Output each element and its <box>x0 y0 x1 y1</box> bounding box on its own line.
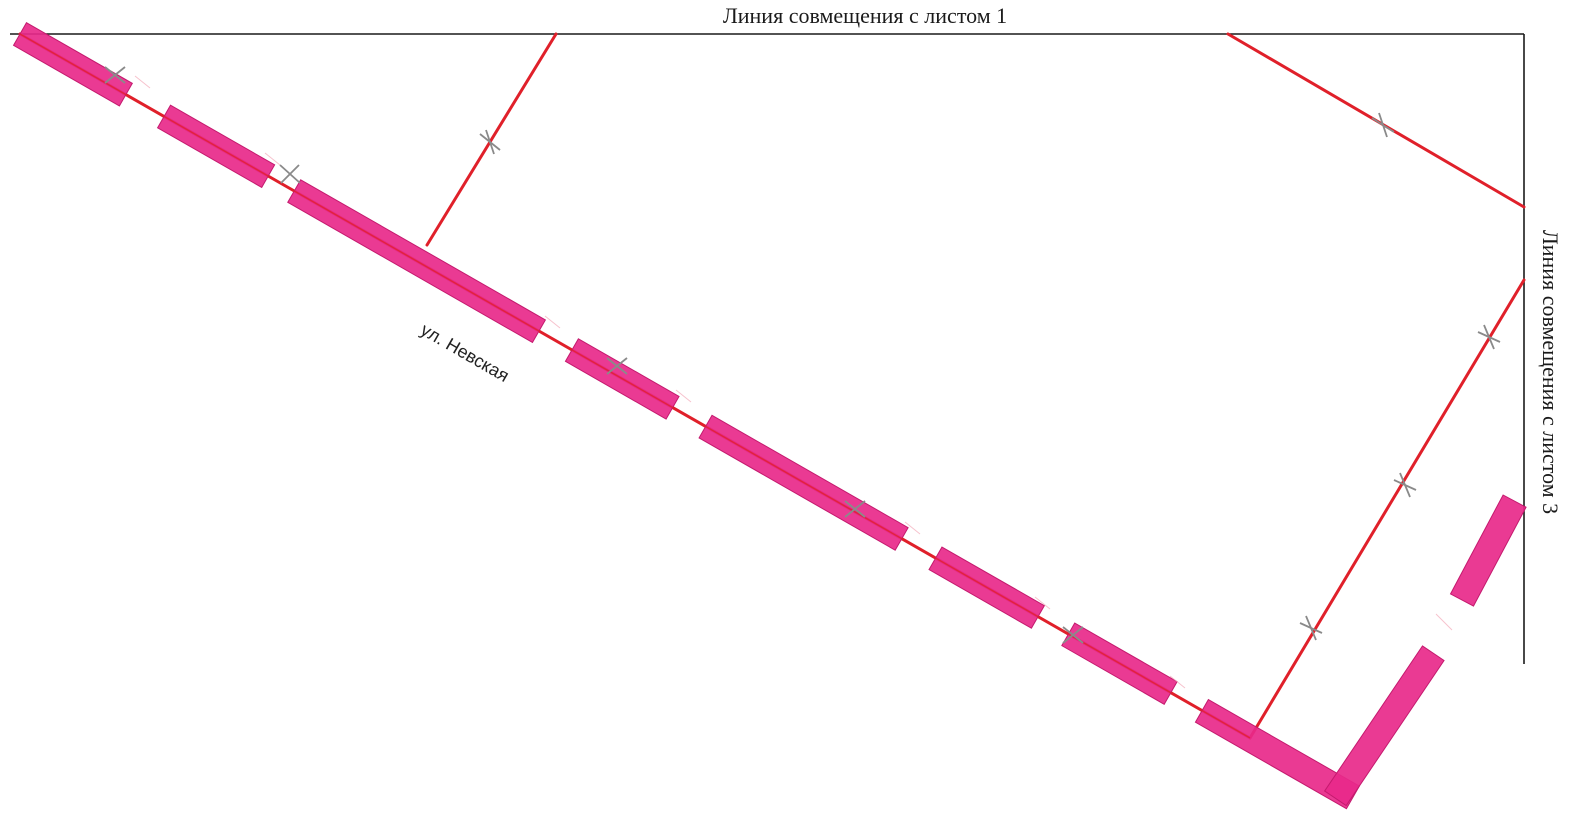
boundary-lines <box>18 32 1526 740</box>
boundary-point-mark <box>1477 324 1501 350</box>
sheet-frame <box>10 33 1525 664</box>
boundary-point-mark <box>1371 112 1395 138</box>
boundary-branch-upper <box>425 32 558 247</box>
boundary-point-mark <box>1393 472 1417 498</box>
boundary-point-marks <box>104 66 1501 644</box>
boundary-point-mark <box>606 357 628 375</box>
street-axis-line <box>19 33 1251 739</box>
sidewalk-segments <box>12 22 1527 810</box>
match-line-top-label: Линия совмещения с листом 1 <box>722 3 1008 28</box>
sidewalk-segment-corner <box>1323 645 1445 807</box>
boundary-right-diagonal <box>1248 278 1526 740</box>
boundary-point-mark <box>1299 615 1323 641</box>
sidewalk-segment-right <box>1449 494 1527 607</box>
boundary-point-mark <box>104 66 126 84</box>
match-line-right-label: Линия совмещения с листом 3 <box>1538 229 1563 515</box>
gap-hatching <box>134 75 1453 689</box>
boundary-point-mark <box>844 500 866 518</box>
boundary-point-mark <box>279 164 301 184</box>
boundary-point-mark <box>479 129 501 155</box>
street-axis <box>19 33 1251 739</box>
boundary-point-mark <box>1062 626 1084 644</box>
